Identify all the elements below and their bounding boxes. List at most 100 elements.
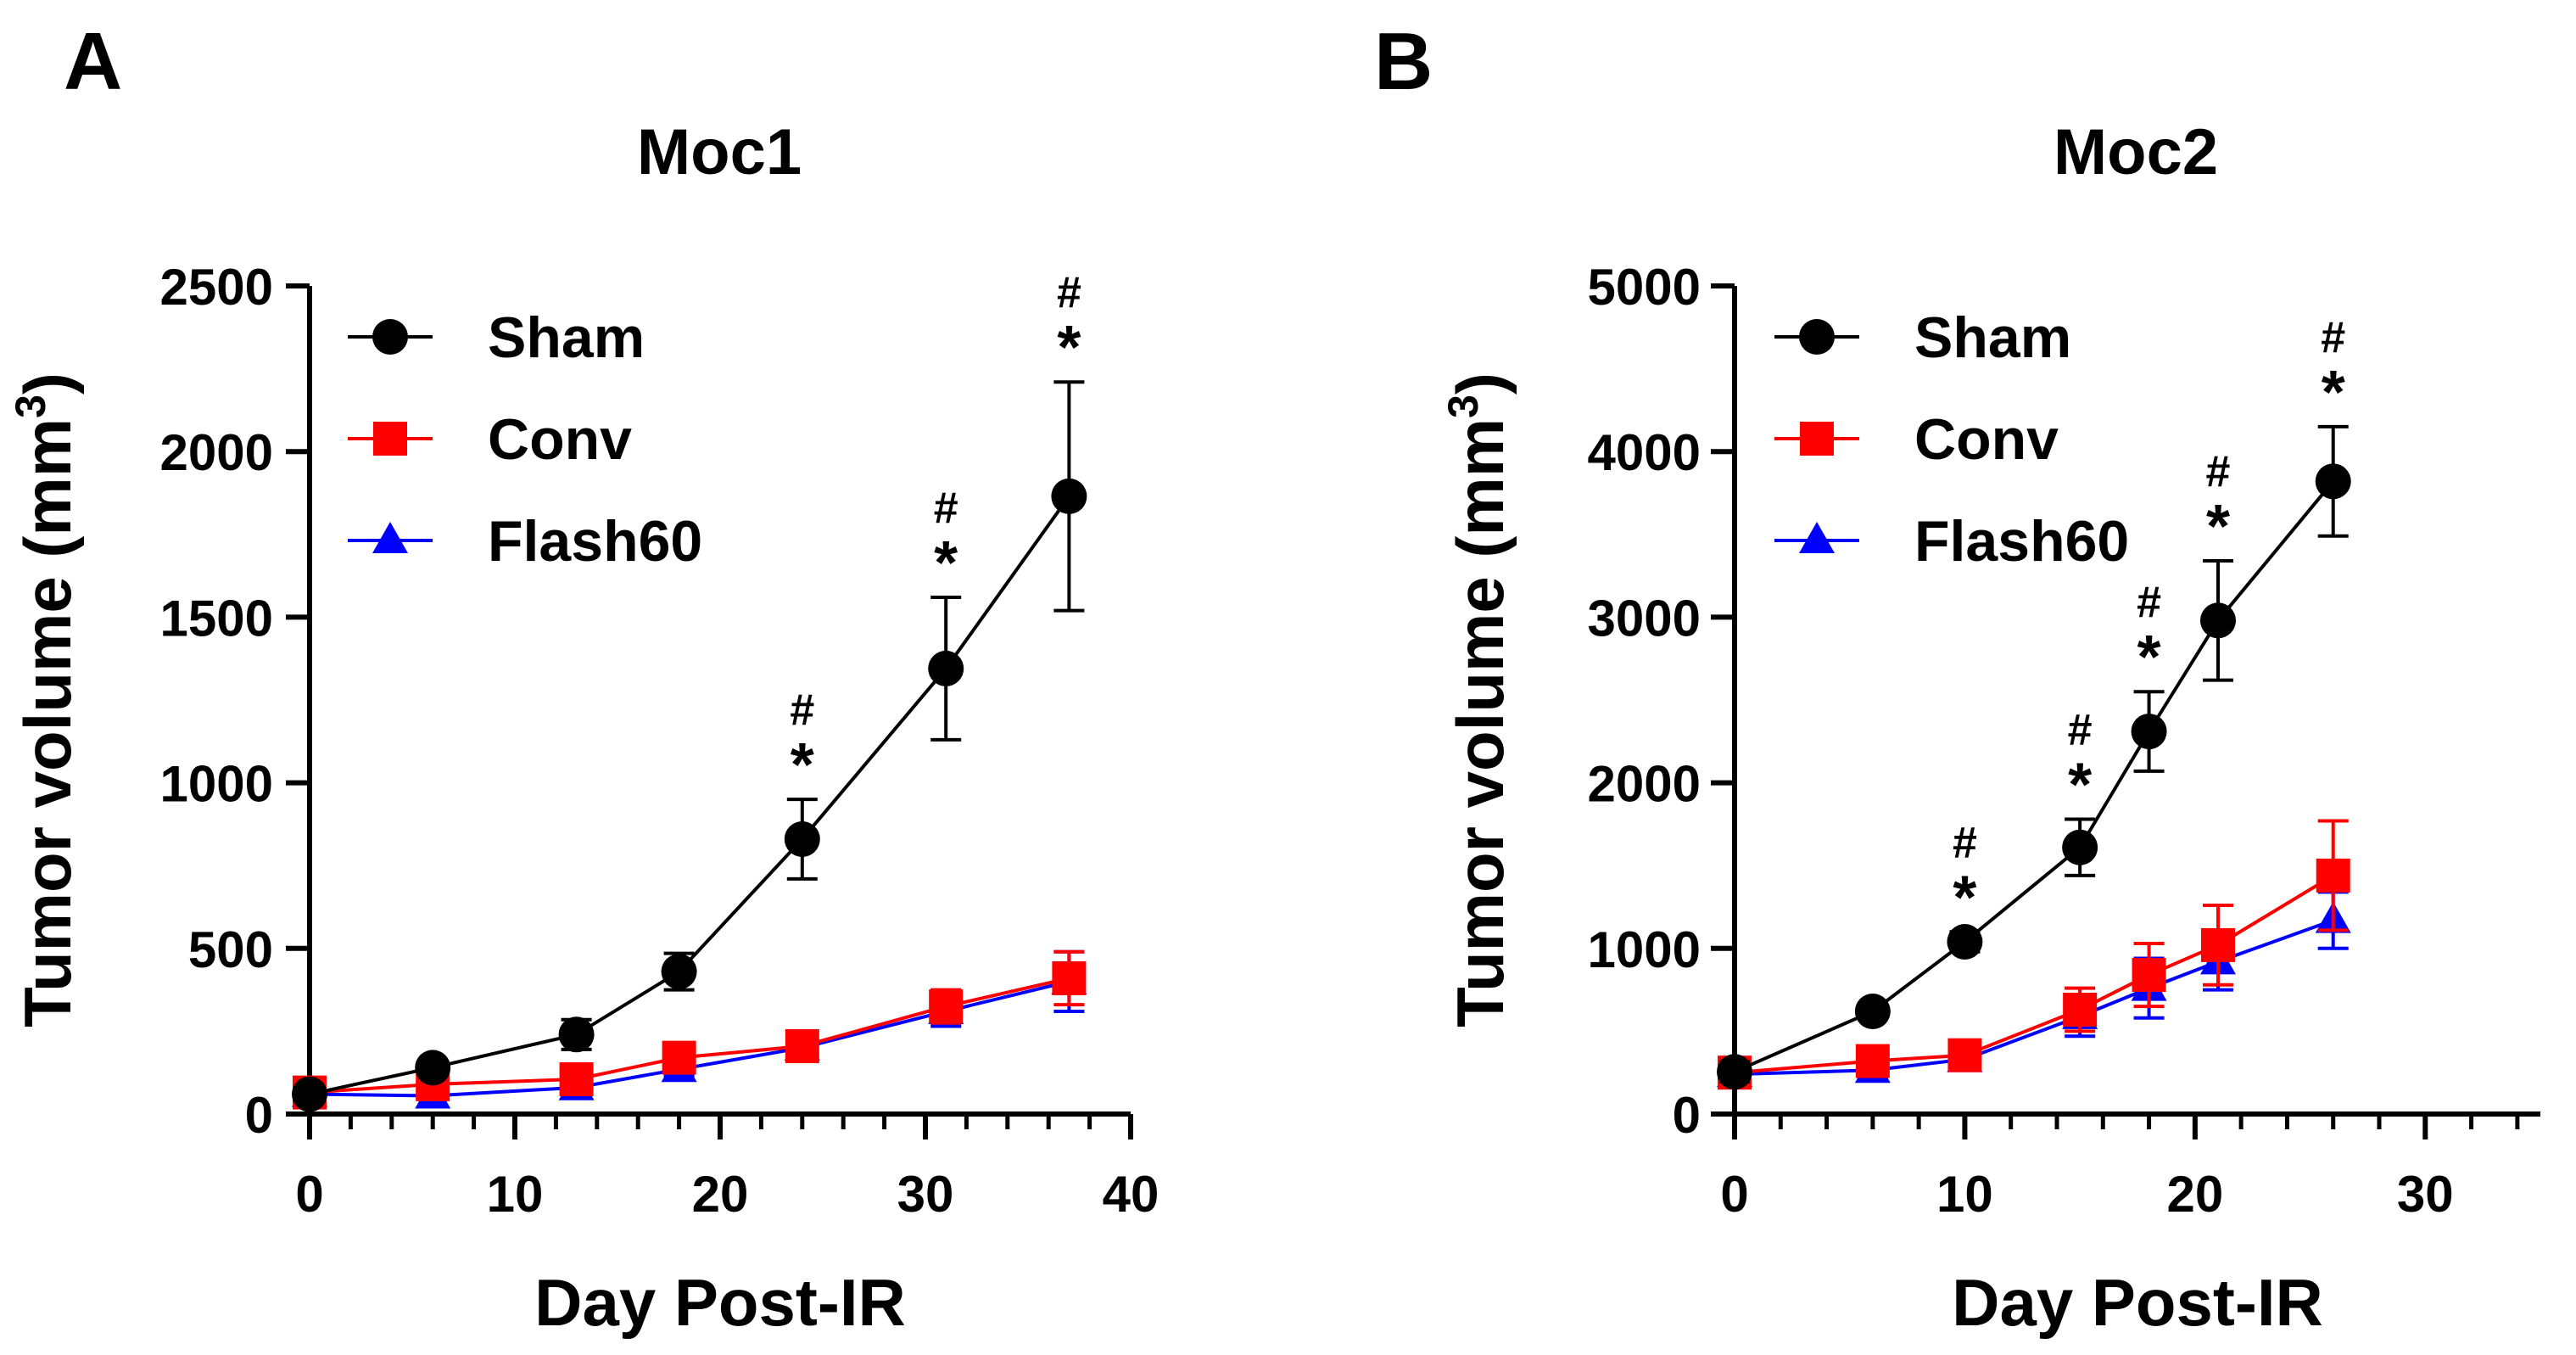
data-point <box>2062 829 2098 865</box>
legend-label: Sham <box>1914 305 2071 370</box>
data-point <box>2063 993 2098 1027</box>
data-point <box>1052 960 1087 995</box>
data-point <box>2131 714 2167 750</box>
y-axis-label-superscript: 3 <box>7 395 54 418</box>
data-point <box>2200 602 2236 639</box>
y-axis-label-text: Tumor volume (mm <box>1443 418 1517 1027</box>
data-point <box>415 1050 451 1086</box>
y-tick-label: 0 <box>1673 1087 1701 1144</box>
significance-star: * <box>2137 624 2161 691</box>
data-point <box>1947 923 1983 960</box>
y-tick-label: 5000 <box>1588 259 1701 316</box>
plot-area: 0 500 1000 1500 2000 2500 0 10 20 30 40 Day Post-IR… <box>7 259 1159 1340</box>
x-tick-label: 20 <box>692 1166 749 1223</box>
x-tick-label: 10 <box>487 1166 544 1223</box>
x-tick-label: 10 <box>1936 1166 1993 1223</box>
data-point <box>928 650 964 686</box>
significance-star: * <box>2068 752 2092 820</box>
series-sham <box>1717 424 2351 1090</box>
legend-marker <box>373 422 407 456</box>
significance-hash: # <box>1057 268 1081 317</box>
significance-hash: # <box>934 484 958 533</box>
legend-label: Flash60 <box>488 509 702 574</box>
legend: Sham Conv Flash60 <box>348 305 702 574</box>
x-tick-label: 30 <box>2397 1166 2454 1223</box>
significance-hash: # <box>2137 578 2161 627</box>
data-point <box>661 954 697 990</box>
significance-star: * <box>2206 493 2230 561</box>
y-tick-label: 4000 <box>1588 424 1701 481</box>
series-sham <box>292 380 1087 1112</box>
series-line <box>1734 918 2334 1077</box>
data-point <box>784 820 820 857</box>
x-axis-label: Day Post-IR <box>534 1265 906 1340</box>
data-point <box>559 1062 594 1097</box>
y-axis-label-close: ) <box>10 372 85 395</box>
panel-b: B Moc2 0 1000 2000 3000 4000 5000 0 10 20 30 Day P… <box>1374 16 2540 1340</box>
series-line <box>1734 874 2334 1075</box>
chart-title: Moc2 <box>2054 116 2218 188</box>
x-tick-label: 0 <box>1720 1166 1748 1223</box>
y-tick-label: 2000 <box>160 424 273 481</box>
data-point <box>662 1040 696 1075</box>
legend-marker <box>372 319 408 355</box>
legend-marker <box>1799 522 1835 553</box>
significance-hash: # <box>1953 818 1977 867</box>
legend-marker <box>372 522 408 553</box>
y-tick-label: 2500 <box>160 259 273 316</box>
y-tick-label: 500 <box>188 921 273 978</box>
y-tick-label: 1000 <box>1588 921 1701 978</box>
panel-label: A <box>64 16 122 107</box>
y-axis-label-text: Tumor volume (mm <box>10 418 85 1027</box>
plot-area: 0 1000 2000 3000 4000 5000 0 10 20 30 Day Post-IR T… <box>1439 259 2540 1340</box>
legend: Sham Conv Flash60 <box>1774 305 2129 574</box>
y-axis-label: Tumor volume (mm3) <box>1439 372 1517 1027</box>
x-axis-label: Day Post-IR <box>1952 1265 2323 1340</box>
data-point <box>1051 478 1087 514</box>
data-point <box>1854 993 1891 1029</box>
significance-star: * <box>1953 864 1976 932</box>
legend-label: Conv <box>488 407 632 472</box>
x-tick-label: 0 <box>295 1166 323 1223</box>
significance-hash: # <box>2321 313 2345 362</box>
y-tick-label: 2000 <box>1588 756 1701 813</box>
significance-star: * <box>934 529 958 597</box>
y-tick-label: 3000 <box>1588 590 1701 647</box>
legend-label: Sham <box>488 305 645 370</box>
data-point <box>292 1076 327 1112</box>
data-point <box>929 989 964 1024</box>
y-axis-label-close: ) <box>1443 372 1517 395</box>
data-point <box>2315 463 2351 500</box>
series-conv <box>1718 819 2350 1090</box>
x-tick-label: 20 <box>2166 1166 2223 1223</box>
legend-marker <box>1799 319 1835 355</box>
data-point <box>1947 1038 1982 1072</box>
significance-hash: # <box>2068 706 2093 755</box>
x-tick-label: 30 <box>897 1166 954 1223</box>
y-tick-label: 1500 <box>160 590 273 647</box>
legend-label: Conv <box>1914 407 2059 472</box>
data-point <box>2201 927 2235 962</box>
y-axis-label: Tumor volume (mm3) <box>7 372 85 1027</box>
panel-a: A Moc1 0 500 1000 1500 2000 2500 0 10 20 30 40 Day … <box>7 16 1159 1340</box>
significance-hash: # <box>790 686 814 735</box>
data-point <box>2316 858 2350 893</box>
significance-hash: # <box>2206 447 2231 496</box>
y-tick-label: 1000 <box>160 756 273 813</box>
chart-title: Moc1 <box>637 116 802 188</box>
x-tick-label: 40 <box>1103 1166 1159 1223</box>
data-point <box>1717 1054 1752 1090</box>
legend-marker <box>1800 422 1834 456</box>
y-tick-label: 0 <box>245 1087 273 1144</box>
significance-star: * <box>1057 314 1081 382</box>
data-point <box>785 1028 819 1063</box>
data-point <box>558 1016 595 1053</box>
data-point <box>1855 1044 1890 1078</box>
legend-label: Flash60 <box>1914 509 2129 574</box>
significance-star: * <box>791 731 814 799</box>
data-point <box>2132 958 2166 993</box>
panel-label: B <box>1374 16 1433 107</box>
y-axis-label-superscript: 3 <box>1439 395 1487 418</box>
significance-star: * <box>2322 359 2345 427</box>
